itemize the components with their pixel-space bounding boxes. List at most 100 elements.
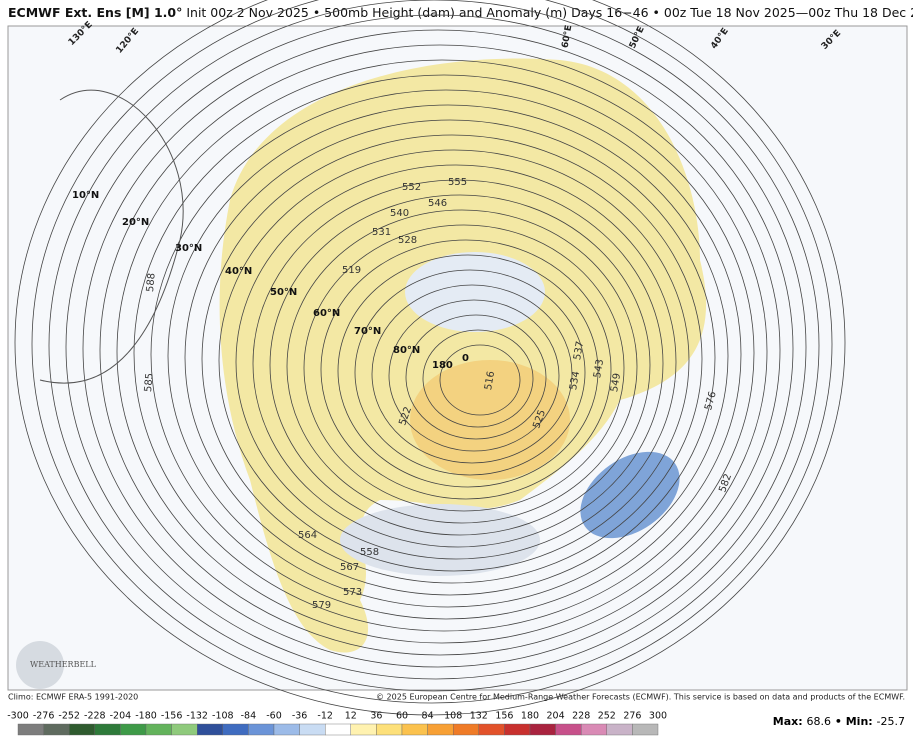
- positive-anomaly: [219, 58, 707, 653]
- colorbar-swatch: [120, 723, 147, 736]
- contour-line: [167, 104, 729, 608]
- colorbar-swatch: [478, 723, 505, 736]
- colorbar-tick-label: 276: [623, 711, 641, 722]
- colorbar-tick-label: -108: [212, 711, 234, 722]
- colorbar-tick-label: 300: [649, 711, 667, 722]
- contour-line: [150, 89, 742, 620]
- climo-note: Climo: ECMWF ERA-5 1991-2020: [8, 693, 138, 702]
- colorbar-swatch: [632, 723, 659, 736]
- colorbar-tick-label: 36: [370, 711, 382, 722]
- contour-line: [371, 284, 573, 464]
- negative-anomaly: [405, 252, 545, 332]
- longitude-label: 180: [432, 360, 453, 371]
- colorbar-tick-label: 12: [345, 711, 357, 722]
- contour-label: 579: [312, 600, 331, 611]
- latitude-label: 10°N: [72, 190, 99, 201]
- positive-anomaly-core: [410, 360, 570, 480]
- colorbar-tick-label: -228: [84, 711, 106, 722]
- copyright: © 2025 European Centre for Medium-Range …: [376, 693, 905, 702]
- contour-label: 567: [340, 562, 359, 573]
- contour-line: [405, 314, 547, 440]
- colorbar-swatch: [68, 723, 95, 736]
- colorbar: -300 -276 -252 -228 -204 -180 -156 -132 -108 -84-…: [7, 711, 667, 736]
- contour-label: 540: [390, 208, 409, 219]
- height-contours: [14, 0, 846, 716]
- colorbar-tick-label: -156: [161, 711, 183, 722]
- colorbar-tick-label: -36: [292, 711, 308, 722]
- contour-label: 576: [703, 390, 719, 411]
- contour-line: [252, 179, 664, 548]
- stats: Max: 68.6 • Min: -25.7: [773, 715, 905, 728]
- colorbar-tick-label: 108: [444, 711, 462, 722]
- contour-line: [337, 254, 599, 488]
- title-rest: Init 00z 2 Nov 2025 • 500mb Height (dam)…: [186, 5, 913, 20]
- colorbar-tick-label: 228: [572, 711, 590, 722]
- min-value: -25.7: [877, 715, 905, 728]
- title: ECMWF Ext. Ens [M] 1.0° Init 00z 2 Nov 2…: [8, 5, 913, 20]
- colorbar-tick-label: 132: [470, 711, 488, 722]
- colorbar-tick-label: -300: [7, 711, 29, 722]
- colorbar-swatch: [529, 723, 556, 736]
- colorbar-swatch: [581, 723, 608, 736]
- colorbar-swatch: [325, 723, 352, 736]
- contour-label: 546: [428, 198, 447, 209]
- colorbar-swatch: [504, 723, 531, 736]
- colorbar-tick-label: 204: [547, 711, 565, 722]
- logo: WEATHERBELL: [30, 660, 97, 669]
- negative-anomaly: [580, 451, 680, 539]
- contour-line: [439, 344, 521, 416]
- latitude-label: 40°N: [225, 266, 252, 277]
- contour-line: [14, 0, 846, 716]
- title-bold: ECMWF Ext. Ens [M] 1.0°: [8, 5, 182, 20]
- max-label: Max:: [773, 715, 803, 728]
- separator: •: [835, 715, 842, 728]
- colorbar-tick-label: 180: [521, 711, 539, 722]
- colorbar-tick-label: 156: [495, 711, 513, 722]
- latitude-label: 60°N: [313, 308, 340, 319]
- colorbar-swatch: [171, 723, 198, 736]
- latitude-label: 50°N: [270, 287, 297, 298]
- contour-line: [82, 29, 794, 668]
- contour-line: [422, 329, 534, 428]
- colorbar-swatch: [376, 723, 403, 736]
- contour-line: [201, 134, 703, 584]
- contour-line: [286, 209, 638, 524]
- colorbar-swatch: [606, 723, 633, 736]
- contour-label: 564: [298, 530, 317, 541]
- longitude-label: 60°E: [561, 24, 575, 49]
- map: 10°N 20°N 30°N 40°N 50°N 60°N 70°N 80°N …: [7, 0, 908, 716]
- contour-line: [269, 194, 651, 536]
- contour-label: 558: [360, 547, 379, 558]
- colorbar-swatch: [401, 723, 428, 736]
- colorbar-swatch: [453, 723, 480, 736]
- contour-label: 549: [609, 372, 623, 393]
- contour-line: [354, 269, 586, 476]
- latitude-label: 20°N: [122, 217, 149, 228]
- colorbar-swatch: [350, 723, 377, 736]
- negative-anomaly: [340, 504, 540, 576]
- contour-line: [184, 119, 716, 596]
- contour-line: [235, 164, 677, 560]
- longitude-label: 0: [462, 353, 469, 364]
- contour-line: [31, 0, 833, 704]
- contour-line: [388, 299, 560, 452]
- colorbar-swatch: [222, 723, 249, 736]
- contour-label: 516: [483, 370, 497, 391]
- colorbar-tick-label: -180: [135, 711, 157, 722]
- contour-label: 573: [343, 587, 362, 598]
- colorbar-swatch: [273, 723, 300, 736]
- contour-label: 555: [448, 177, 467, 188]
- colorbar-tick-label: -60: [266, 711, 282, 722]
- contour-line: [218, 149, 690, 572]
- colorbar-tick-label: -84: [241, 711, 257, 722]
- colorbar-swatch: [145, 723, 172, 736]
- colorbar-tick-label: -252: [58, 711, 80, 722]
- contour-label: 537: [572, 340, 586, 361]
- contour-line: [303, 224, 625, 512]
- colorbar-tick-label: 60: [396, 711, 408, 722]
- contour-label: 543: [592, 358, 606, 379]
- colorbar-swatch: [17, 723, 44, 736]
- colorbar-swatch: [299, 723, 326, 736]
- colorbar-swatch: [43, 723, 70, 736]
- colorbar-tick-label: 84: [422, 711, 434, 722]
